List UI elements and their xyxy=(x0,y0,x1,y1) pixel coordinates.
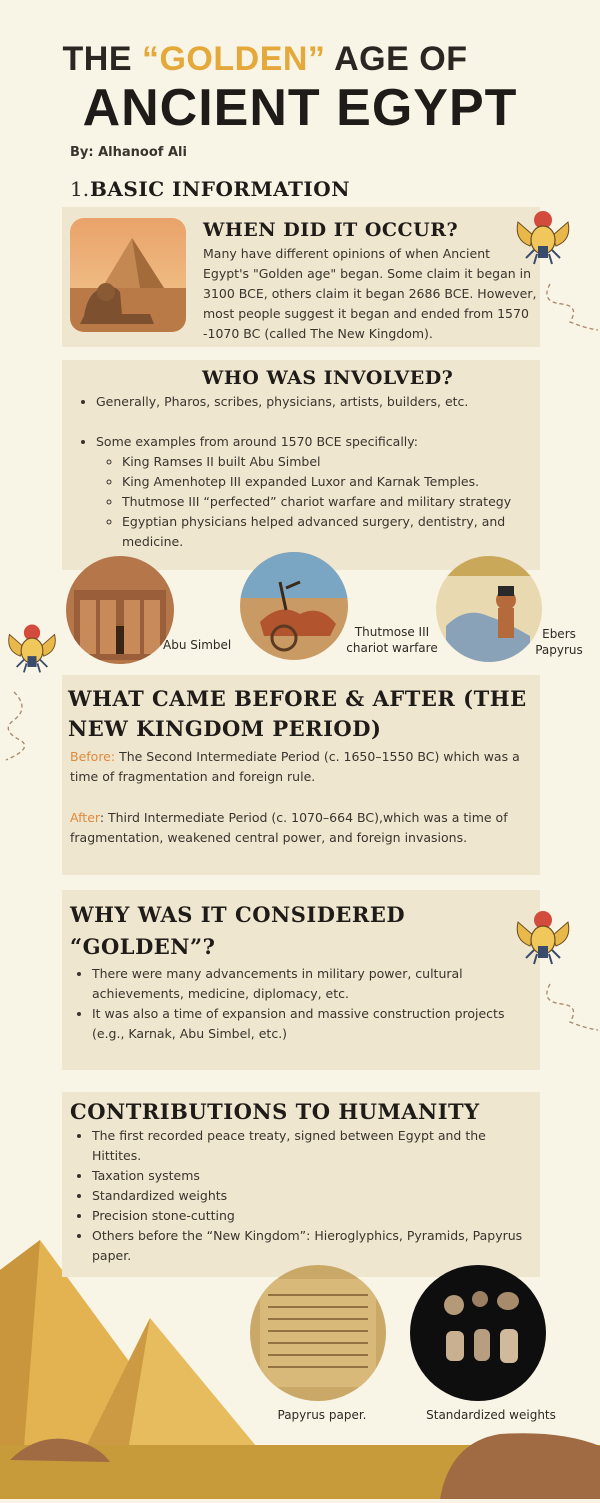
list-item: Others before the “New Kingdom”: Hierogl… xyxy=(92,1226,524,1266)
after-text: After: Third Intermediate Period (c. 107… xyxy=(70,810,508,845)
list-item: Generally, Pharos, scribes, physicians, … xyxy=(96,392,538,412)
thutmose-chariot-photo xyxy=(240,552,348,660)
standardized-weights-photo xyxy=(410,1265,546,1401)
before-after-panel xyxy=(62,675,540,875)
list-item: It was also a time of expansion and mass… xyxy=(92,1004,514,1044)
dashed-path-decoration xyxy=(0,690,44,766)
page-title: ANCIENT EGYPT xyxy=(82,79,518,137)
desert-scene xyxy=(0,1230,600,1503)
basic-info-heading: BASIC INFORMATION xyxy=(90,177,350,201)
list-item: Precision stone-cutting xyxy=(92,1206,524,1226)
when-text: Many have different opinions of when Anc… xyxy=(203,246,537,341)
title-golden-word: “GOLDEN” xyxy=(141,40,326,78)
golden-panel xyxy=(62,890,540,1070)
who-panel xyxy=(62,360,540,570)
title-line-1: THE “GOLDEN” AGE OF xyxy=(62,40,468,78)
sub-list-item: King Amenhotep III expanded Luxor and Ka… xyxy=(122,472,538,492)
dashed-path-decoration xyxy=(540,282,600,336)
list-item: There were many advancements in military… xyxy=(92,964,514,1004)
ebers-papyrus-photo xyxy=(436,556,542,662)
sphinx-pyramid-photo xyxy=(70,218,186,332)
abu-simbel-photo xyxy=(66,556,174,664)
author-byline: By: Alhanoof Ali xyxy=(70,145,187,160)
sub-list-item: King Ramses II built Abu Simbel xyxy=(122,452,538,472)
scarab-icon xyxy=(512,206,574,272)
golden-list: There were many advancements in military… xyxy=(74,964,514,1044)
list-item: Taxation systems xyxy=(92,1166,524,1186)
caption-abu-simbel: Abu Simbel xyxy=(163,638,232,652)
papyrus-paper-photo xyxy=(250,1265,386,1401)
list-item: The first recorded peace treaty, signed … xyxy=(92,1126,524,1166)
sub-list-item: Thutmose III “perfected” chariot warfare… xyxy=(122,492,538,512)
section-number: 1. xyxy=(70,177,90,201)
scarab-icon xyxy=(4,618,60,682)
before-text: Before: The Second Intermediate Period (… xyxy=(70,749,520,784)
scarab-icon xyxy=(512,906,574,972)
caption-thutmose: Thutmose III chariot warfare xyxy=(346,625,438,655)
before-label: Before: xyxy=(70,749,116,764)
who-list: Generally, Pharos, scribes, physicians, … xyxy=(78,392,538,552)
list-item: Some examples from around 1570 BCE speci… xyxy=(96,432,538,552)
caption-papyrus: Papyrus paper. xyxy=(277,1408,367,1422)
caption-weights: Standardized weights xyxy=(426,1408,556,1422)
when-heading: WHEN DID IT OCCUR? xyxy=(203,219,459,241)
contributions-heading: CONTRIBUTIONS TO HUMANITY xyxy=(70,1099,480,1124)
after-label: After xyxy=(70,810,100,825)
who-heading: WHO WAS INVOLVED? xyxy=(202,367,454,389)
sub-list-item: Egyptian physicians helped advanced surg… xyxy=(122,512,538,552)
golden-heading: WHY WAS IT CONSIDERED “GOLDEN”? xyxy=(70,902,406,959)
contributions-panel xyxy=(62,1092,540,1277)
before-after-heading: WHAT CAME BEFORE & AFTER (THE NEW KINGDO… xyxy=(68,686,527,741)
list-item: Standardized weights xyxy=(92,1186,524,1206)
caption-ebers: Ebers Papyrus xyxy=(535,627,583,657)
contributions-list: The first recorded peace treaty, signed … xyxy=(74,1126,524,1266)
dashed-path-decoration xyxy=(540,982,600,1036)
